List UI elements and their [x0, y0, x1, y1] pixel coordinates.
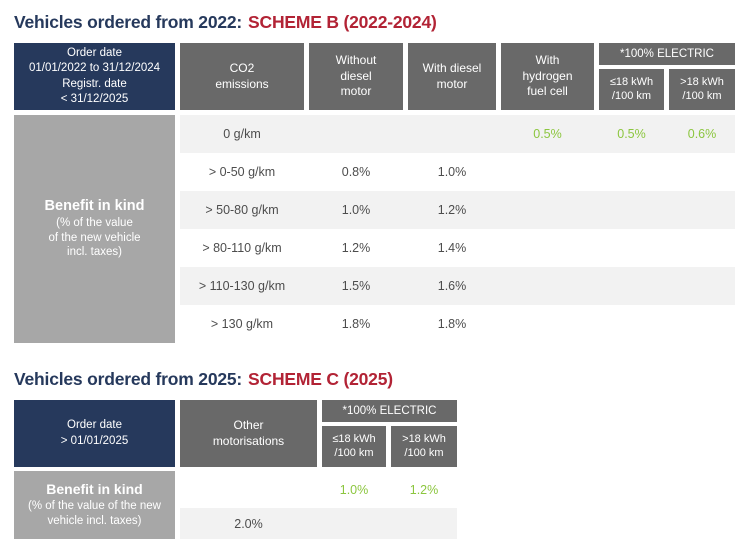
electric-le18-header-cell: ≤18 kWh /100 km	[322, 426, 386, 467]
value-cell-with-diesel: 1.4%	[437, 241, 467, 255]
value-cell-without-diesel: 0.8%	[341, 165, 371, 179]
scheme-b-table: Order date 01/01/2022 to 31/12/2024 Regi…	[14, 43, 736, 343]
benefit-in-kind-subtitle: (% of the value of the new vehicle incl.…	[28, 500, 161, 527]
value-cell-without-diesel: 1.8%	[341, 317, 371, 331]
co2-row-label: > 130 g/km	[210, 317, 274, 331]
row-stripe	[180, 508, 457, 539]
other-motorisations-header-cell: Other motorisations	[180, 400, 317, 467]
scheme-c-title-prefix: Vehicles ordered from 2025:	[14, 369, 243, 389]
value-cell-without-diesel: 1.0%	[341, 203, 371, 217]
value-cell-electric-le18: 0.5%	[617, 127, 646, 141]
with-diesel-header-cell: With diesel motor	[408, 43, 496, 110]
value-cell-with-diesel: 1.2%	[437, 203, 467, 217]
value-cell-electric-gt18: 1.2%	[409, 482, 439, 497]
scheme-c-title: Vehicles ordered from 2025: SCHEME C (202…	[14, 369, 736, 390]
co2-row-label: > 50-80 g/km	[205, 203, 279, 217]
row-stripe	[180, 191, 735, 229]
row-stripe	[180, 267, 735, 305]
co2-row-label: > 0-50 g/km	[208, 165, 276, 179]
value-cell-electric-gt18: 0.6%	[687, 127, 717, 141]
order-date-header-cell: Order date 01/01/2022 to 31/12/2024 Regi…	[14, 43, 175, 110]
benefit-in-kind-subtitle: (% of the value of the new vehicle incl.…	[48, 216, 141, 259]
value-cell-electric-le18: 1.0%	[339, 482, 369, 497]
electric-group-header-cell: *100% ELECTRIC	[599, 43, 735, 65]
co2-row-label: > 80-110 g/km	[202, 241, 282, 255]
co2-row-label: 0 g/km	[223, 127, 261, 141]
value-cell-hydrogen: 0.5%	[533, 127, 562, 141]
benefit-in-kind-title: Benefit in kind	[46, 481, 143, 498]
without-diesel-header-cell: Without diesel motor	[309, 43, 403, 110]
value-cell-with-diesel: 1.0%	[437, 165, 467, 179]
hydrogen-header-cell: With hydrogen fuel cell	[501, 43, 594, 110]
row-stripe	[180, 115, 735, 153]
benefit-in-kind-cell: Benefit in kind (% of the value of the n…	[14, 115, 175, 343]
benefit-in-kind-cell: Benefit in kind (% of the value of the n…	[14, 471, 175, 539]
value-cell-with-diesel: 1.8%	[437, 317, 467, 331]
value-cell-other-motorisations: 2.0%	[234, 516, 263, 531]
co2-row-label: > 110-130 g/km	[198, 279, 286, 293]
scheme-b-title-scheme: SCHEME B (2022-2024)	[248, 12, 437, 32]
electric-le18-header-cell: ≤18 kWh /100 km	[599, 69, 664, 110]
value-cell-with-diesel: 1.6%	[437, 279, 467, 293]
scheme-b-title-prefix: Vehicles ordered from 2022:	[14, 12, 243, 32]
electric-group-header-cell: *100% ELECTRIC	[322, 400, 457, 422]
order-date-header-cell: Order date > 01/01/2025	[14, 400, 175, 467]
co2-emissions-header-cell: CO2 emissions	[180, 43, 304, 110]
value-cell-without-diesel: 1.5%	[341, 279, 371, 293]
value-cell-without-diesel: 1.2%	[341, 241, 371, 255]
scheme-b-title: Vehicles ordered from 2022: SCHEME B (202…	[14, 12, 736, 33]
electric-gt18-header-cell: >18 kWh /100 km	[669, 69, 735, 110]
scheme-c-title-scheme: SCHEME C (2025)	[248, 369, 393, 389]
electric-gt18-header-cell: >18 kWh /100 km	[391, 426, 457, 467]
scheme-c-table: Order date > 01/01/2025 Other motorisati…	[14, 400, 736, 539]
benefit-in-kind-title: Benefit in kind	[44, 197, 145, 214]
